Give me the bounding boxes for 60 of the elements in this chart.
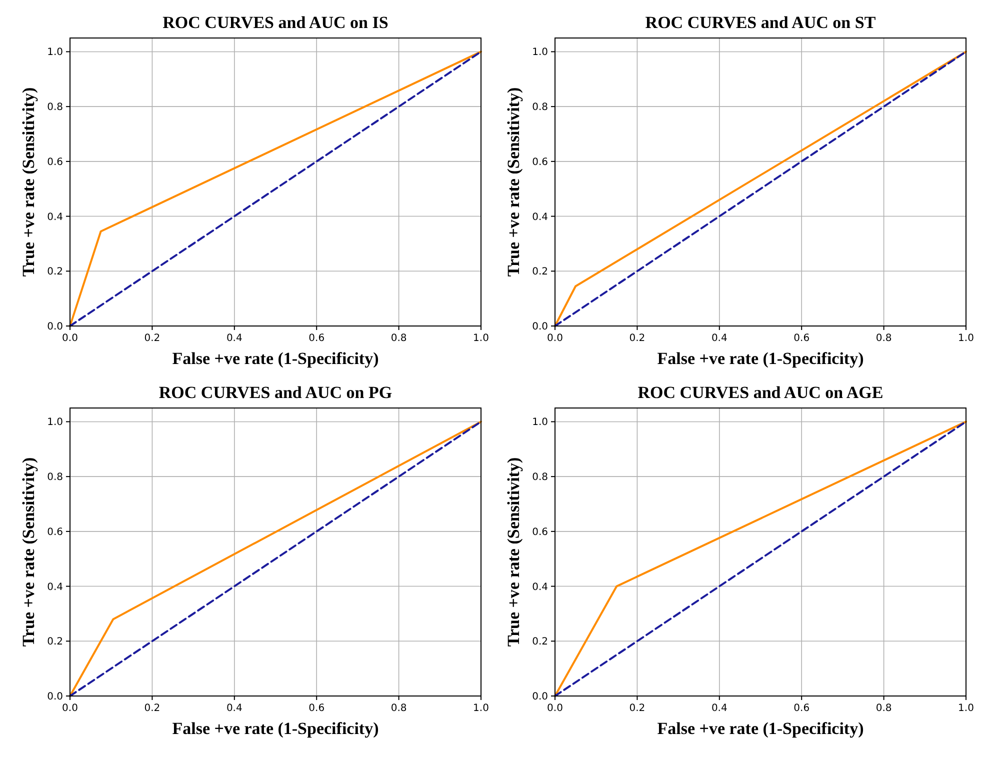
x-tick-label: 0.0: [62, 333, 78, 344]
y-tick-label: 0.0: [47, 322, 63, 332]
y-tick-label: 0.4: [532, 582, 548, 593]
y-axis-title: True +ve rate (Sensitivity): [19, 457, 38, 647]
x-axis-title: False +ve rate (1-Specificity): [172, 349, 379, 368]
x-tick-label: 0.4: [711, 703, 728, 714]
y-tick-label: 1.0: [47, 47, 63, 58]
y-tick-label: 1.0: [47, 417, 63, 428]
y-tick-label: 0.2: [47, 636, 63, 648]
x-axis-title: False +ve rate (1-Specificity): [657, 719, 864, 738]
y-tick-label: 0.0: [532, 692, 548, 702]
x-tick-label: 1.0: [473, 703, 489, 714]
x-tick-label: 0.6: [794, 333, 810, 344]
x-tick-label: 0.0: [547, 333, 563, 344]
x-tick-label: 0.8: [390, 703, 407, 714]
y-tick-label: 0.8: [532, 102, 548, 114]
x-tick-label: 0.6: [308, 703, 325, 714]
y-tick-label: 0.8: [47, 472, 63, 484]
y-axis-title: True +ve rate (Sensitivity): [19, 87, 38, 277]
x-tick-label: 0.8: [876, 703, 892, 714]
y-tick-label: 1.0: [532, 47, 548, 58]
y-tick-label: 0.4: [47, 212, 63, 223]
chart-title: ROC CURVES and AUC on IS: [162, 13, 388, 32]
y-axis-title: True +ve rate (Sensitivity): [504, 457, 523, 647]
y-tick-label: 0.8: [47, 102, 63, 114]
x-tick-label: 0.6: [308, 333, 325, 344]
x-tick-label: 0.4: [711, 333, 728, 344]
x-tick-label: 0.2: [144, 703, 160, 714]
y-tick-label: 0.6: [47, 156, 63, 168]
chart-title: ROC CURVES and AUC on AGE: [638, 383, 884, 402]
y-tick-label: 0.6: [532, 526, 548, 538]
x-tick-label: 0.8: [876, 333, 892, 344]
x-tick-label: 0.6: [794, 703, 810, 714]
y-tick-label: 0.2: [532, 636, 548, 648]
y-tick-label: 0.6: [532, 156, 548, 168]
x-tick-label: 0.8: [390, 333, 407, 344]
y-tick-label: 0.2: [532, 266, 548, 278]
x-tick-label: 1.0: [473, 333, 489, 344]
y-tick-label: 0.8: [532, 472, 548, 484]
x-axis-title: False +ve rate (1-Specificity): [172, 719, 379, 738]
x-tick-label: 1.0: [958, 333, 974, 344]
x-tick-label: 0.4: [226, 333, 242, 344]
y-tick-label: 0.0: [532, 322, 548, 332]
y-tick-label: 0.6: [47, 526, 63, 538]
y-tick-label: 0.4: [532, 212, 548, 223]
y-tick-label: 0.0: [47, 692, 63, 702]
x-axis-title: False +ve rate (1-Specificity): [657, 349, 864, 368]
y-axis-title: True +ve rate (Sensitivity): [504, 87, 523, 277]
x-tick-label: 0.2: [629, 703, 646, 714]
x-tick-label: 0.2: [629, 333, 646, 344]
y-tick-label: 1.0: [532, 417, 548, 428]
x-tick-label: 0.0: [547, 703, 563, 714]
x-tick-label: 0.4: [226, 703, 242, 714]
y-tick-label: 0.2: [47, 266, 63, 278]
chart-title: ROC CURVES and AUC on PG: [158, 383, 392, 402]
x-tick-label: 1.0: [958, 703, 974, 714]
y-tick-label: 0.4: [47, 582, 63, 593]
x-tick-label: 0.0: [62, 703, 78, 714]
chart-title: ROC CURVES and AUC on ST: [645, 13, 876, 32]
x-tick-label: 0.2: [144, 333, 160, 344]
